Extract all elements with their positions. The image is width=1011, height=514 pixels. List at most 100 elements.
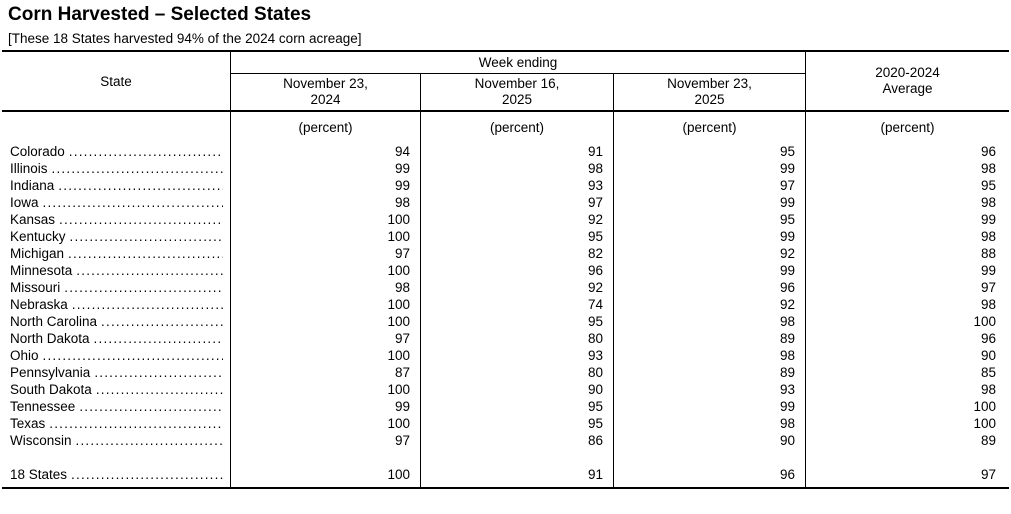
value-cell: 80 <box>420 330 613 347</box>
dot-leader <box>52 160 223 177</box>
corn-harvested-table: State Week ending 2020-2024 Average Nove… <box>2 50 1009 489</box>
value-cell: 86 <box>420 432 613 449</box>
value-cell: 97 <box>805 279 1009 296</box>
dot-leader <box>43 347 223 364</box>
state-cell: Tennessee <box>2 398 230 415</box>
value-cell: 98 <box>230 279 420 296</box>
spacer-cell <box>805 449 1009 466</box>
state-name: Texas <box>10 416 46 431</box>
value-cell: 95 <box>420 313 613 330</box>
dot-leader <box>59 211 223 228</box>
value-cell: 99 <box>613 194 805 211</box>
value-cell: 96 <box>613 466 805 487</box>
state-cell: 18 States <box>2 466 230 487</box>
value-cell: 100 <box>230 415 420 432</box>
value-cell: 97 <box>230 245 420 262</box>
state-cell: Wisconsin <box>2 432 230 449</box>
page-subtitle: [These 18 States harvested 94% of the 20… <box>8 31 362 46</box>
dot-leader <box>94 330 223 347</box>
state-cell: Nebraska <box>2 296 230 313</box>
value-cell: 96 <box>805 330 1009 347</box>
value-cell: 97 <box>613 177 805 194</box>
value-cell: 92 <box>613 296 805 313</box>
column-header-nov-23-2025: November 23, 2025 <box>613 74 805 112</box>
state-name: Pennsylvania <box>10 365 91 380</box>
value-cell: 82 <box>420 245 613 262</box>
dot-leader <box>49 415 223 432</box>
state-name: Kentucky <box>10 229 66 244</box>
state-cell: Iowa <box>2 194 230 211</box>
value-cell: 85 <box>805 364 1009 381</box>
value-cell: 95 <box>420 415 613 432</box>
state-name: Nebraska <box>10 297 68 312</box>
unit-label: (percent) <box>613 112 805 143</box>
dot-leader <box>79 398 223 415</box>
value-cell: 99 <box>230 160 420 177</box>
spacer-cell <box>2 449 230 466</box>
state-cell: North Carolina <box>2 313 230 330</box>
state-cell: Illinois <box>2 160 230 177</box>
state-name: Illinois <box>10 161 48 176</box>
value-cell: 99 <box>230 177 420 194</box>
value-cell: 97 <box>230 330 420 347</box>
value-cell: 99 <box>613 228 805 245</box>
value-cell: 88 <box>805 245 1009 262</box>
state-name: Kansas <box>10 212 56 227</box>
dot-leader <box>101 313 223 330</box>
value-cell: 90 <box>613 432 805 449</box>
value-cell: 99 <box>230 398 420 415</box>
value-cell: 89 <box>613 364 805 381</box>
state-name: Colorado <box>10 144 65 159</box>
state-cell: Ohio <box>2 347 230 364</box>
dot-leader <box>76 432 223 449</box>
value-cell: 91 <box>420 466 613 487</box>
value-cell: 95 <box>420 398 613 415</box>
state-name: South Dakota <box>10 382 92 397</box>
state-name: Missouri <box>10 280 61 295</box>
value-cell: 99 <box>613 398 805 415</box>
value-cell: 98 <box>805 194 1009 211</box>
week-ending-group-header: Week ending <box>230 52 805 74</box>
value-cell: 90 <box>420 381 613 398</box>
value-cell: 98 <box>613 347 805 364</box>
value-cell: 93 <box>420 347 613 364</box>
dot-leader <box>76 262 223 279</box>
value-cell: 94 <box>230 143 420 160</box>
state-name: 18 States <box>10 467 68 482</box>
value-cell: 97 <box>805 466 1009 487</box>
value-cell: 92 <box>420 279 613 296</box>
value-cell: 100 <box>230 211 420 228</box>
value-cell: 97 <box>230 432 420 449</box>
state-cell: Kansas <box>2 211 230 228</box>
state-cell: Kentucky <box>2 228 230 245</box>
value-cell: 89 <box>805 432 1009 449</box>
state-name: Indiana <box>10 178 55 193</box>
dot-leader <box>94 364 223 381</box>
value-cell: 98 <box>613 313 805 330</box>
state-name: Michigan <box>10 246 65 261</box>
column-header-nov-23-2024: November 23, 2024 <box>230 74 420 112</box>
state-name: North Dakota <box>10 331 90 346</box>
state-cell: Minnesota <box>2 262 230 279</box>
value-cell: 100 <box>230 262 420 279</box>
value-cell: 100 <box>230 228 420 245</box>
unit-cell-empty <box>2 112 230 143</box>
dot-leader <box>68 245 223 262</box>
state-cell: South Dakota <box>2 381 230 398</box>
value-cell: 95 <box>805 177 1009 194</box>
state-cell: Colorado <box>2 143 230 160</box>
value-cell: 93 <box>613 381 805 398</box>
state-cell: Michigan <box>2 245 230 262</box>
dot-leader <box>72 296 223 313</box>
value-cell: 95 <box>613 211 805 228</box>
dot-leader <box>58 177 223 194</box>
state-cell: North Dakota <box>2 330 230 347</box>
value-cell: 95 <box>613 143 805 160</box>
value-cell: 90 <box>805 347 1009 364</box>
value-cell: 100 <box>230 466 420 487</box>
value-cell: 98 <box>420 160 613 177</box>
state-name: North Carolina <box>10 314 98 329</box>
value-cell: 98 <box>805 228 1009 245</box>
value-cell: 100 <box>230 313 420 330</box>
